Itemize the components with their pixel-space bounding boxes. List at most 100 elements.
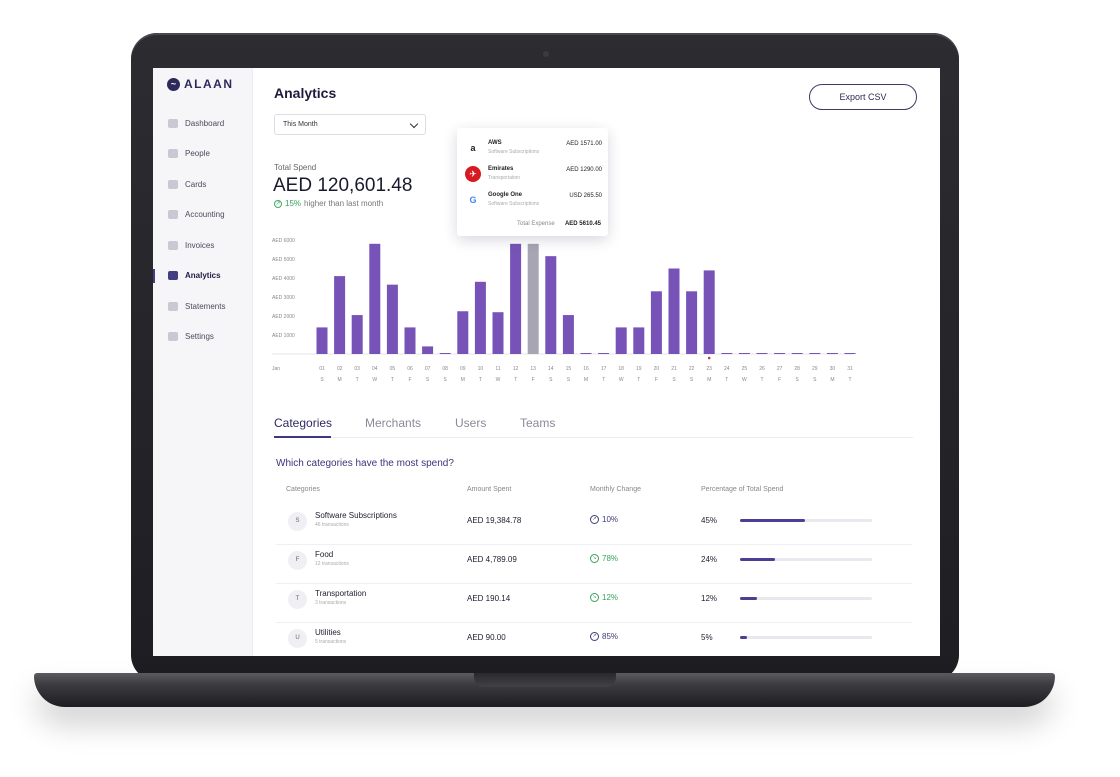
chart-bar[interactable] (386, 284, 398, 354)
category-name: Transportation (315, 589, 367, 598)
category-name: Utilities (315, 628, 341, 637)
chart-bar[interactable] (369, 243, 381, 354)
sidebar-item-settings[interactable]: Settings (153, 322, 253, 353)
export-csv-button[interactable]: Export CSV (809, 84, 917, 110)
weekday-label: W (742, 377, 747, 383)
sidebar-item-label: Accounting (185, 210, 225, 220)
merchant-category: Software Subscriptions (488, 149, 540, 155)
category-transactions: 3 transactions (315, 600, 347, 606)
merchant-category: Transportation (488, 175, 521, 181)
weekday-label: T (479, 377, 482, 383)
x-tick-label: 30 (830, 366, 836, 372)
merchant-name: Emirates (488, 166, 514, 172)
chart-bar[interactable] (492, 312, 504, 354)
amount-spent: AED 19,384.78 (467, 516, 522, 525)
x-tick-label: 05 (390, 366, 396, 372)
y-tick-label: AED 5000 (272, 257, 295, 263)
x-tick-label: 15 (566, 366, 572, 372)
sidebar-item-label: People (185, 149, 210, 159)
chart-bar[interactable] (562, 315, 574, 354)
percentage-bar-fill (740, 519, 806, 522)
amount-spent: AED 4,789.09 (467, 555, 517, 564)
chart-bar[interactable] (615, 327, 627, 354)
chart-bar[interactable] (686, 291, 698, 354)
x-tick-label: 09 (460, 366, 466, 372)
y-tick-label: AED 3000 (272, 295, 295, 301)
table-row[interactable]: T Transportation 3 transactions AED 190.14 ↘… (276, 584, 912, 623)
sidebar-item-statements[interactable]: Statements (153, 291, 253, 322)
x-tick-label: 31 (847, 366, 853, 372)
sidebar: ~ ALAAN Dashboard People Cards Accounting In… (153, 68, 253, 656)
percentage-bar-fill (740, 636, 748, 639)
chart-bar[interactable] (703, 270, 715, 354)
chart-bar[interactable] (422, 346, 434, 354)
chart-bar[interactable] (474, 281, 486, 354)
monthly-change-value: 85% (602, 632, 619, 641)
weekday-label: F (655, 377, 658, 383)
sidebar-item-label: Statements (185, 301, 226, 311)
tab-merchants[interactable]: Merchants (365, 416, 422, 430)
app-logo[interactable]: ~ ALAAN (167, 77, 234, 91)
weekday-label: W (619, 377, 624, 383)
sidebar-item-people[interactable]: People (153, 139, 253, 170)
dashboard-icon (168, 118, 178, 128)
chart-bar[interactable] (527, 243, 539, 354)
trend-up-icon: ↗ (274, 199, 282, 208)
emirates-icon: ✈ (465, 166, 481, 182)
x-tick-label: 27 (777, 366, 783, 372)
table-row[interactable]: F Food 12 transactions AED 4,789.09 ↘ 78% 24% (276, 545, 912, 584)
percentage-bar (740, 519, 872, 522)
chart-bar[interactable] (633, 327, 645, 354)
x-tick-label: 13 (530, 366, 536, 372)
sidebar-nav: Dashboard People Cards Accounting Invoices An… (153, 108, 253, 352)
people-icon (168, 149, 178, 159)
analytics-tabs: Categories Merchants Users Teams (274, 414, 913, 438)
chart-bar[interactable] (351, 315, 363, 354)
chart-bar[interactable] (510, 243, 522, 354)
chart-bar[interactable] (334, 276, 346, 354)
tooltip-merchant-row: ✈ Emirates Transportation AED 1290.00 (465, 164, 602, 186)
chart-bar[interactable] (404, 327, 416, 354)
chart-bar[interactable] (650, 291, 662, 354)
weekday-label: M (707, 377, 711, 383)
tab-teams[interactable]: Teams (520, 416, 556, 430)
x-tick-label: 29 (812, 366, 818, 372)
sidebar-item-invoices[interactable]: Invoices (153, 230, 253, 261)
today-marker (707, 356, 711, 360)
merchant-amount: AED 1571.00 (566, 141, 602, 147)
percentage-bar (740, 558, 872, 561)
y-tick-label: AED 4000 (272, 276, 295, 282)
x-tick-label: 01 (319, 366, 325, 372)
chart-bar[interactable] (457, 311, 469, 354)
column-header: Amount Spent (467, 486, 512, 493)
delta-percent: 15% (285, 199, 302, 208)
settings-icon (168, 332, 178, 342)
chart-bar[interactable] (316, 327, 328, 354)
weekday-label: T (637, 377, 640, 383)
x-tick-label: 19 (636, 366, 642, 372)
weekday-label: T (356, 377, 359, 383)
tab-categories[interactable]: Categories (274, 416, 333, 430)
amount-spent: AED 190.14 (467, 594, 511, 603)
sidebar-item-dashboard[interactable]: Dashboard (153, 108, 253, 139)
period-select-value: This Month (283, 121, 318, 128)
chart-bar[interactable] (668, 268, 680, 355)
sidebar-item-cards[interactable]: Cards (153, 169, 253, 200)
invoice-icon (168, 240, 178, 250)
chart-bar[interactable] (545, 256, 557, 354)
sidebar-item-analytics[interactable]: Analytics (153, 261, 253, 292)
sidebar-item-label: Settings (185, 332, 214, 342)
weekday-label: S (567, 377, 571, 383)
period-select[interactable]: This Month (274, 114, 426, 135)
tooltip-total-label: Total Expense (517, 221, 555, 227)
x-tick-label: 02 (337, 366, 343, 372)
x-tick-label: 28 (794, 366, 800, 372)
active-tab-indicator (274, 436, 331, 438)
sidebar-item-accounting[interactable]: Accounting (153, 200, 253, 231)
table-row[interactable]: U Utilities 5 transactions AED 90.00 ↗ 85% 5% (276, 623, 912, 656)
trend-down-icon: ↘ (590, 554, 599, 563)
weekday-label: S (813, 377, 817, 383)
x-tick-label: 11 (495, 366, 500, 372)
tab-users[interactable]: Users (455, 416, 487, 430)
table-row[interactable]: S Software Subscriptions 46 transactions AE… (276, 506, 912, 545)
